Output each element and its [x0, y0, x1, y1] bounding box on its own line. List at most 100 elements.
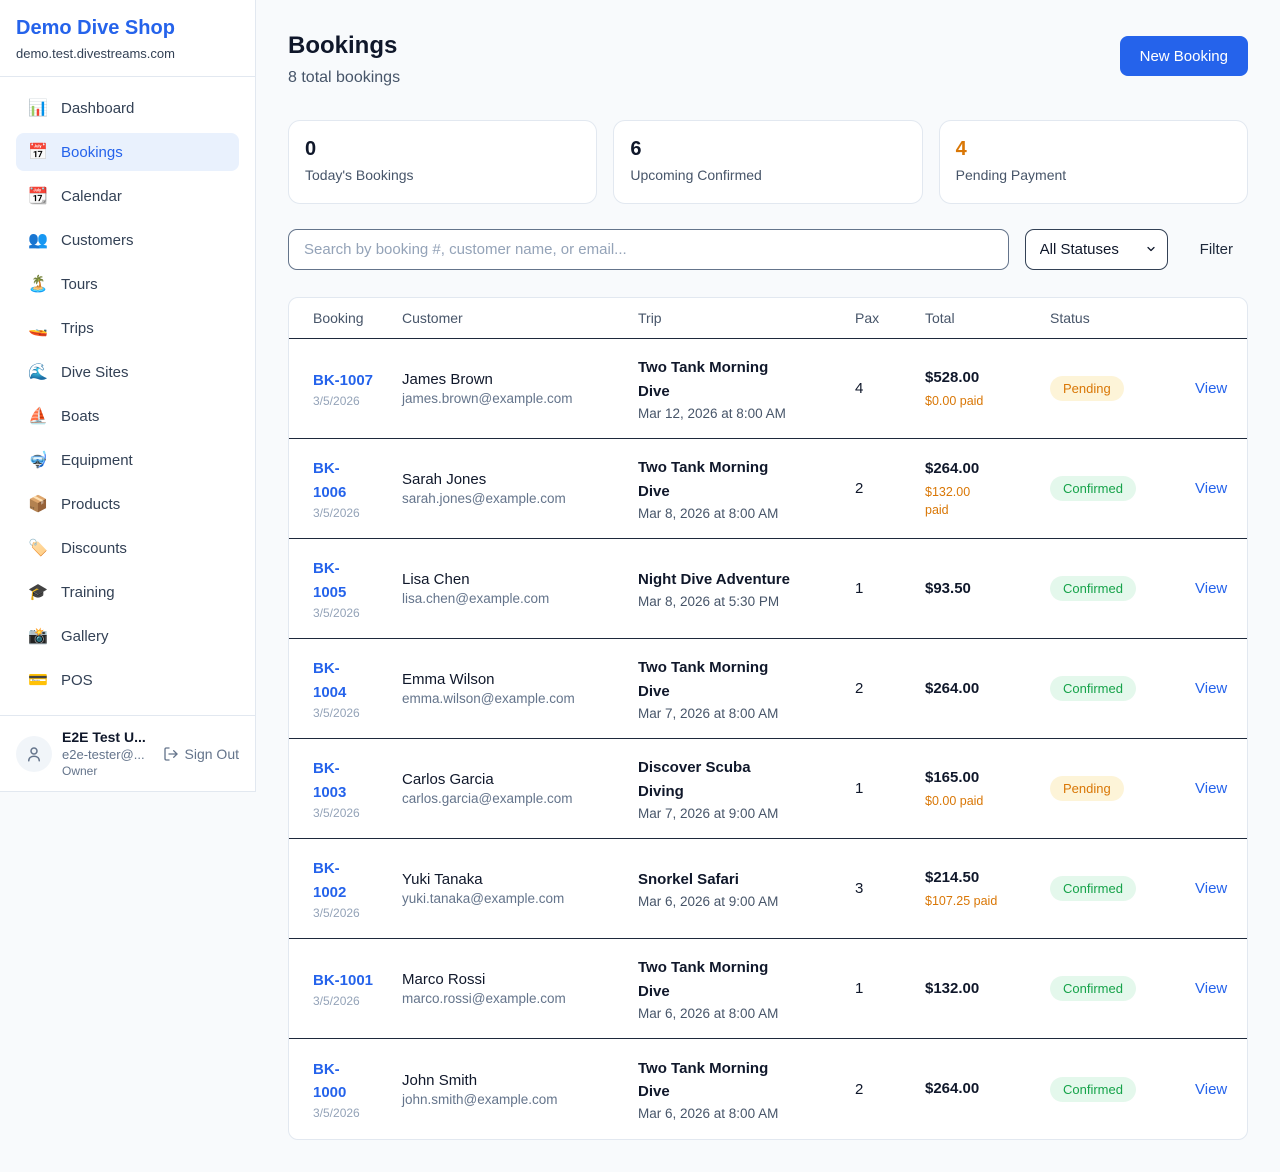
trip-cell: Two Tank Morning Dive Mar 6, 2026 at 8:0… — [638, 1041, 855, 1138]
customer-cell: Emma Wilson emma.wilson@example.com — [402, 655, 638, 722]
customer-name: Emma Wilson — [402, 671, 495, 688]
brand: Demo Dive Shop demo.test.divestreams.com — [0, 0, 255, 76]
sidebar-item-label: Customers — [61, 231, 134, 249]
sidebar-item-label: Calendar — [61, 187, 122, 205]
status-badge: Pending — [1050, 376, 1124, 401]
view-link[interactable]: View — [1195, 580, 1228, 597]
stat-card-upcoming-confirmed: 6 Upcoming Confirmed — [613, 120, 923, 204]
trip-datetime: Mar 8, 2026 at 8:00 AM — [638, 505, 779, 521]
pax-cell: 2 — [855, 1080, 864, 1098]
trip-cell: Two Tank Morning Dive Mar 12, 2026 at 8:… — [638, 340, 855, 437]
customer-name: Carlos Garcia — [402, 771, 494, 788]
status-cell: Pending — [1050, 360, 1171, 417]
total-amount: $528.00 — [925, 369, 980, 387]
status-filter-wrap: All Statuses — [1024, 229, 1168, 270]
sidebar-item-label: Tours — [61, 275, 98, 293]
user-role: Owner — [62, 764, 98, 778]
booking-cell: BK-1001 3/5/2026 — [289, 953, 402, 1024]
booking-id-link[interactable]: BK- 1004 — [313, 660, 347, 701]
customer-cell: Marco Rossi marco.rossi@example.com — [402, 955, 638, 1022]
sidebar-item-gallery[interactable]: 📸 Gallery — [16, 617, 239, 655]
status-filter-select[interactable]: All Statuses — [1024, 229, 1168, 270]
sidebar-item-tours[interactable]: 🏝️ Tours — [16, 265, 239, 303]
view-link[interactable]: View — [1195, 380, 1228, 397]
diving-mask-icon: 🤿 — [28, 452, 48, 469]
booking-id-link[interactable]: BK-1001 — [313, 971, 374, 989]
pax-cell: 2 — [855, 480, 864, 497]
trip-cell: Two Tank Morning Dive Mar 7, 2026 at 8:0… — [638, 640, 855, 737]
sidebar-item-pos[interactable]: 💳 POS — [16, 661, 239, 699]
booking-id-link[interactable]: BK- 1003 — [313, 760, 347, 801]
pax-cell: 2 — [855, 680, 864, 697]
booking-date: 3/5/2026 — [313, 505, 360, 520]
sidebar-item-products[interactable]: 📦 Products — [16, 485, 239, 523]
column-header-actions — [1171, 298, 1247, 338]
people-icon: 👥 — [28, 232, 48, 249]
paid-amount: $107.25 paid — [925, 893, 998, 908]
pax-cell: 1 — [855, 580, 864, 597]
customer-name: James Brown — [402, 371, 493, 388]
sidebar-item-customers[interactable]: 👥 Customers — [16, 221, 239, 259]
sidebar-item-dashboard[interactable]: 📊 Dashboard — [16, 89, 239, 127]
camera-icon: 📸 — [28, 628, 48, 645]
booking-id-link[interactable]: BK-1007 — [313, 371, 374, 389]
booking-id-link[interactable]: BK- 1000 — [313, 1060, 347, 1101]
booking-date: 3/5/2026 — [313, 994, 360, 1009]
search-input[interactable] — [288, 229, 1009, 270]
page-title: Bookings — [288, 32, 398, 59]
tag-icon: 🏷️ — [28, 540, 48, 557]
filter-button[interactable]: Filter — [1199, 241, 1233, 258]
new-booking-button[interactable]: New Booking — [1119, 36, 1248, 76]
table-row: BK-1007 3/5/2026 James Brown james.brown… — [289, 339, 1247, 439]
booking-cell: BK- 1006 3/5/2026 — [289, 441, 402, 536]
sidebar-item-dive-sites[interactable]: 🌊 Dive Sites — [16, 353, 239, 391]
booking-id-link[interactable]: BK- 1002 — [313, 860, 347, 901]
booking-id-link[interactable]: BK- 1005 — [313, 560, 347, 601]
trip-name: Two Tank Morning Dive — [638, 959, 769, 1000]
view-link[interactable]: View — [1195, 680, 1228, 697]
sidebar-item-equipment[interactable]: 🤿 Equipment — [16, 441, 239, 479]
total-amount: $93.50 — [925, 579, 971, 597]
view-link[interactable]: View — [1195, 980, 1228, 997]
total-amount: $264.00 — [925, 679, 980, 697]
view-link[interactable]: View — [1195, 480, 1228, 497]
customer-cell: Sarah Jones sarah.jones@example.com — [402, 455, 638, 522]
view-link[interactable]: View — [1195, 780, 1228, 797]
trip-datetime: Mar 12, 2026 at 8:00 AM — [638, 405, 786, 421]
column-header-customer: Customer — [402, 310, 463, 326]
bookings-table: Booking Customer Trip Pax Total Status BK-100… — [288, 297, 1248, 1140]
stat-value: 4 — [955, 138, 967, 160]
booking-id-link[interactable]: BK- 1006 — [313, 460, 347, 501]
sidebar-item-calendar[interactable]: 📆 Calendar — [16, 177, 239, 215]
trip-datetime: Mar 6, 2026 at 9:00 AM — [638, 894, 779, 910]
status-cell: Confirmed — [1050, 1061, 1171, 1118]
trip-cell: Snorkel Safari Mar 6, 2026 at 9:00 AM — [638, 852, 855, 925]
customer-email: emma.wilson@example.com — [402, 691, 575, 706]
booking-date: 3/5/2026 — [313, 394, 360, 409]
customer-cell: Yuki Tanaka yuki.tanaka@example.com — [402, 855, 638, 922]
customer-email: carlos.garcia@example.com — [402, 791, 573, 806]
sidebar-item-boats[interactable]: ⛵ Boats — [16, 397, 239, 435]
stat-label: Pending Payment — [955, 167, 1067, 183]
sidebar-item-discounts[interactable]: 🏷️ Discounts — [16, 529, 239, 567]
sign-out-button[interactable]: Sign Out — [163, 746, 239, 762]
stats-row: 0 Today's Bookings 6 Upcoming Confirmed … — [288, 120, 1248, 204]
status-cell: Confirmed — [1050, 460, 1171, 517]
pax-cell: 1 — [855, 780, 864, 797]
trip-cell: Two Tank Morning Dive Mar 6, 2026 at 8:0… — [638, 940, 855, 1037]
main-content: Bookings 8 total bookings New Booking 0 … — [256, 0, 1280, 1172]
view-link[interactable]: View — [1195, 880, 1228, 897]
sidebar: Demo Dive Shop demo.test.divestreams.com… — [0, 0, 256, 792]
sidebar-item-label: Gallery — [61, 627, 109, 645]
customer-email: john.smith@example.com — [402, 1091, 558, 1107]
pax-cell: 3 — [855, 880, 864, 897]
sidebar-item-bookings[interactable]: 📅 Bookings — [16, 133, 239, 171]
view-link[interactable]: View — [1195, 1080, 1228, 1098]
customer-cell: Lisa Chen lisa.chen@example.com — [402, 555, 638, 622]
sidebar-item-training[interactable]: 🎓 Training — [16, 573, 239, 611]
sidebar-item-label: Dive Sites — [61, 363, 129, 381]
sidebar-item-trips[interactable]: 🚤 Trips — [16, 309, 239, 347]
customer-email: james.brown@example.com — [402, 391, 573, 406]
booking-cell: BK- 1003 3/5/2026 — [289, 741, 402, 836]
booking-cell: BK- 1002 3/5/2026 — [289, 841, 402, 936]
